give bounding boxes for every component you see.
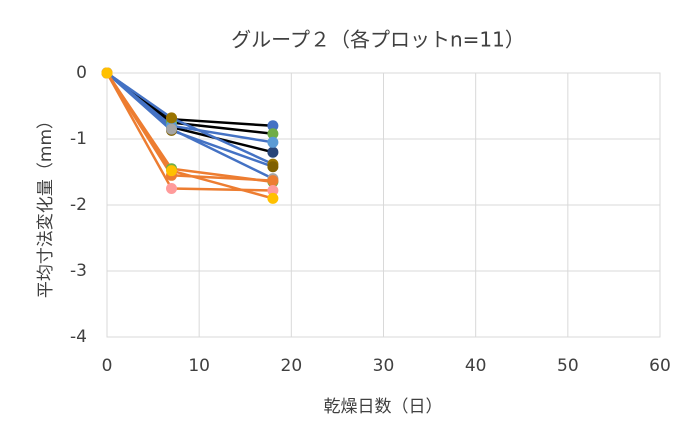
y-tick-label: -1 xyxy=(70,129,87,149)
x-tick-label: 40 xyxy=(465,356,487,376)
point xyxy=(267,184,279,196)
point xyxy=(101,67,113,79)
point xyxy=(267,128,279,140)
chart-title: グループ２（各プロットn=11） xyxy=(231,28,525,52)
y-tick-label: -2 xyxy=(70,195,87,215)
point xyxy=(166,123,178,135)
x-tick-label: 0 xyxy=(102,356,113,376)
point xyxy=(166,183,178,194)
point xyxy=(166,165,178,177)
y-tick-label: 0 xyxy=(76,63,87,83)
point xyxy=(267,161,279,173)
x-tick-label: 30 xyxy=(373,356,395,376)
point xyxy=(267,175,279,187)
y-tick-label: -3 xyxy=(70,261,87,281)
x-tick-label: 20 xyxy=(281,356,303,376)
x-tick-label: 10 xyxy=(188,356,210,376)
x-axis-label: 乾燥日数（日） xyxy=(324,397,443,417)
point xyxy=(267,120,279,132)
y-axis-label: 平均寸法変化量（mm） xyxy=(36,112,56,298)
point xyxy=(267,192,279,204)
point xyxy=(267,146,279,158)
x-tick-label: 60 xyxy=(649,356,671,376)
point xyxy=(166,112,178,124)
y-tick-label: -4 xyxy=(70,327,87,347)
plot-border xyxy=(106,72,661,338)
x-tick-label: 50 xyxy=(557,356,579,376)
point xyxy=(267,136,279,148)
